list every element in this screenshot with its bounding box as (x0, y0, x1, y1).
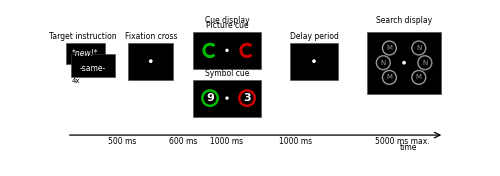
Text: N: N (416, 45, 422, 51)
Text: *new!*: *new!* (72, 49, 99, 58)
Text: 5000 ms max.: 5000 ms max. (375, 137, 430, 146)
Text: 1000 ms: 1000 ms (210, 137, 244, 146)
Text: Picture cue: Picture cue (206, 21, 248, 30)
Text: N: N (380, 60, 386, 66)
Text: Search display: Search display (376, 16, 432, 25)
Text: 9: 9 (206, 93, 214, 103)
Text: time: time (400, 143, 417, 152)
Text: M: M (386, 45, 392, 51)
Circle shape (313, 60, 315, 62)
Text: 4x: 4x (72, 78, 80, 84)
Text: -same-: -same- (80, 64, 106, 73)
Bar (367, 32, 441, 93)
Text: Target instruction: Target instruction (49, 32, 117, 41)
Text: Fixation cross: Fixation cross (124, 32, 177, 41)
Text: 600 ms: 600 ms (169, 137, 198, 146)
Text: 3: 3 (243, 93, 251, 103)
Text: N: N (422, 60, 428, 66)
Bar (128, 43, 173, 80)
Bar (290, 43, 338, 80)
Circle shape (226, 97, 228, 99)
Bar (70, 54, 116, 77)
Text: Delay period: Delay period (290, 32, 339, 41)
Text: M: M (386, 74, 392, 80)
Circle shape (403, 62, 405, 64)
Bar (193, 32, 261, 69)
Text: 1000 ms: 1000 ms (279, 137, 312, 146)
Bar (66, 43, 104, 64)
Circle shape (226, 49, 228, 51)
Text: Symbol cue: Symbol cue (205, 69, 249, 78)
Text: Cue display: Cue display (204, 16, 250, 25)
Text: M: M (416, 74, 422, 80)
Circle shape (150, 60, 152, 62)
Text: 500 ms: 500 ms (108, 137, 136, 146)
Bar (193, 80, 261, 117)
